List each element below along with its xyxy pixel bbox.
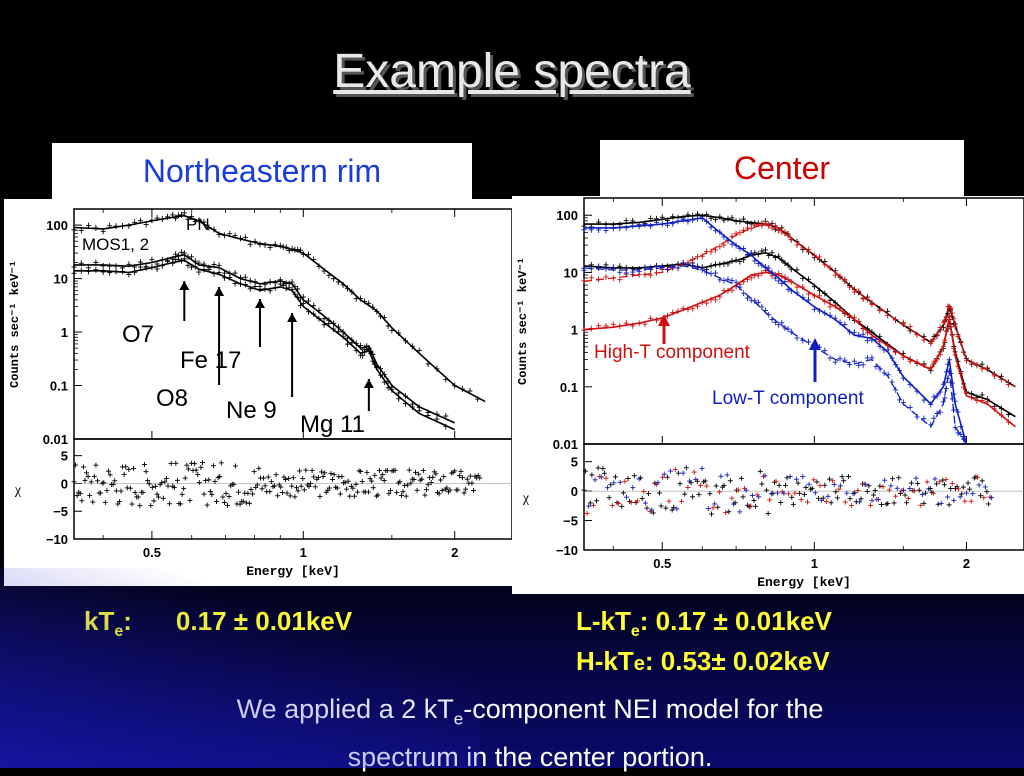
mg11-label: Mg 11 bbox=[300, 411, 365, 439]
x-tick-label: 0.5 bbox=[653, 556, 671, 571]
ne9-label: Ne 9 bbox=[226, 397, 277, 425]
residual-axis-label: χ bbox=[522, 491, 530, 506]
caption: We applied a 2 kTe-component NEI model f… bbox=[120, 690, 940, 776]
high-t-component-label: High-T component bbox=[594, 342, 750, 364]
arrow-head bbox=[179, 281, 189, 290]
arrow-head bbox=[287, 313, 297, 322]
y-axis-label: Counts sec⁻¹ keV⁻¹ bbox=[516, 257, 530, 385]
x-tick-label: 2 bbox=[963, 556, 970, 571]
arrow-head bbox=[364, 379, 374, 388]
x-tick-label: 0.5 bbox=[143, 545, 161, 560]
resid-tick-label: 5 bbox=[571, 455, 578, 470]
residual-points bbox=[72, 460, 513, 508]
residual-points bbox=[582, 465, 1024, 516]
x-tick-label: 1 bbox=[300, 545, 307, 560]
x-axis-label: Energy [keV] bbox=[246, 564, 340, 579]
y-tick-label: 1 bbox=[61, 325, 68, 340]
y-tick-label: 0.1 bbox=[560, 380, 578, 395]
fe17-label: Fe 17 bbox=[180, 347, 241, 375]
arrow-head bbox=[214, 287, 224, 296]
line-marker-arrow bbox=[255, 299, 265, 347]
resid-tick-label: −5 bbox=[53, 504, 68, 519]
resid-tick-label: 0 bbox=[61, 476, 68, 491]
kte-result: kTe:0.17 ± 0.01keV bbox=[84, 606, 352, 641]
page-title: Example spectra bbox=[0, 44, 1024, 99]
x-axis-label: Energy [keV] bbox=[757, 575, 851, 590]
y-axis-label: Counts sec⁻¹ keV⁻¹ bbox=[8, 260, 22, 388]
northeastern-rim-spectrum-chart: 0.01 0.1 1 10 100 5 0 −5 −10 0.5 1 2 Energy [keV] Cou… bbox=[4, 199, 516, 586]
low-kte-result: L-kTe: 0.17 ± 0.01keV bbox=[576, 606, 832, 641]
resid-tick-label: −10 bbox=[46, 532, 68, 547]
resid-tick-label: −5 bbox=[563, 514, 578, 529]
o8-label: O8 bbox=[156, 385, 188, 413]
x-tick-label: 2 bbox=[451, 545, 458, 560]
y-tick-label: 0.01 bbox=[43, 432, 68, 447]
line-marker-arrow bbox=[364, 379, 374, 411]
high-kte-result: H-kTe: 0.53± 0.02keV bbox=[576, 646, 830, 677]
x-tick-label: 1 bbox=[811, 556, 818, 571]
center-spectrum-panel: 0.01 0.1 1 10 100 5 0 −5 −10 0.5 1 2 Energy [keV] Cou… bbox=[512, 196, 1024, 594]
line-marker-arrow bbox=[287, 313, 297, 397]
northeastern-rim-spectrum-panel: 0.01 0.1 1 10 100 5 0 −5 −10 0.5 1 2 Energy [keV] Cou… bbox=[4, 199, 516, 586]
residual-axis-label: χ bbox=[14, 483, 22, 498]
arrow-head bbox=[809, 338, 821, 350]
o7-label: O7 bbox=[122, 321, 154, 349]
mos-label: MOS1, 2 bbox=[82, 235, 149, 255]
y-tick-label: 1 bbox=[571, 323, 578, 338]
center-label: Center bbox=[600, 140, 964, 196]
pn-label: PN bbox=[186, 215, 210, 235]
y-tick-label: 10 bbox=[54, 272, 68, 287]
arrow-head bbox=[255, 299, 265, 308]
resid-tick-label: −10 bbox=[556, 543, 578, 558]
y-tick-label: 100 bbox=[46, 218, 68, 233]
resid-tick-label: 0 bbox=[571, 484, 578, 499]
y-tick-label: 0.01 bbox=[553, 437, 578, 452]
y-tick-label: 0.1 bbox=[50, 379, 68, 394]
resid-tick-label: 5 bbox=[61, 449, 68, 464]
line-marker-arrow bbox=[179, 281, 189, 321]
low-t-component-label: Low-T component bbox=[712, 388, 864, 410]
northeastern-rim-label: Northeastern rim bbox=[52, 143, 472, 199]
y-tick-label: 100 bbox=[556, 208, 578, 223]
y-tick-label: 10 bbox=[564, 265, 578, 280]
